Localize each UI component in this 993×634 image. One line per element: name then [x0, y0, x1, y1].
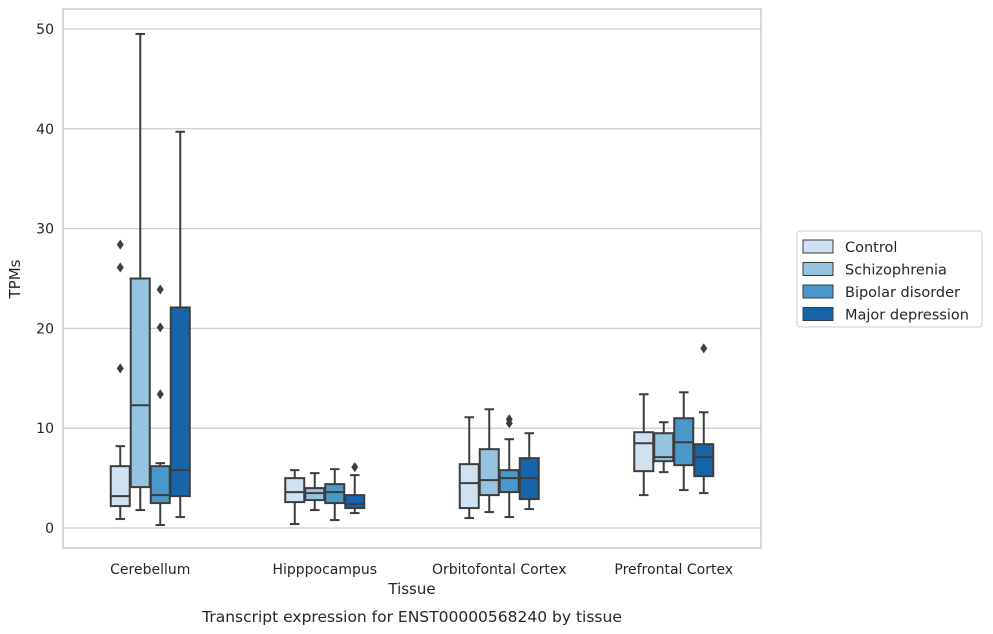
box-bipolar-disorder-1 — [324, 468, 346, 522]
legend-swatch — [802, 284, 834, 299]
y-tick-label: 40 — [36, 122, 54, 138]
box-iqr — [149, 465, 171, 505]
box-iqr — [478, 448, 500, 497]
x-tick-label: Prefrontal Cortex — [614, 562, 733, 578]
box-control-3 — [633, 393, 655, 497]
box-iqr — [169, 306, 191, 498]
outlier-point — [700, 343, 708, 354]
box-schizophrenia-0 — [129, 32, 151, 512]
box-iqr — [129, 277, 151, 489]
legend-label: Bipolar disorder — [845, 285, 960, 301]
outlier-point — [505, 414, 513, 425]
box-iqr — [693, 443, 715, 478]
box-bipolar-disorder-0 — [149, 284, 171, 527]
outlier-point — [116, 239, 124, 250]
box-bipolar-disorder-2 — [498, 414, 520, 519]
box-major-depression-3 — [693, 343, 715, 495]
x-axis-ticks: Cerebellum Hipppocampus Orbitofontal Corte… — [110, 562, 733, 578]
legend-swatch — [802, 239, 834, 254]
legend: Control Schizophrenia Bipolar disorder Majo… — [796, 230, 983, 328]
x-axis-label: Tissue — [387, 580, 435, 598]
box-schizophrenia-2 — [478, 408, 500, 514]
y-tick-label: 10 — [36, 421, 54, 437]
box-iqr — [324, 483, 346, 505]
outlier-point — [351, 462, 359, 473]
box-major-depression-0 — [169, 130, 191, 519]
legend-label: Schizophrenia — [845, 263, 947, 279]
y-tick-label: 0 — [45, 521, 54, 537]
legend-swatch — [802, 262, 834, 276]
box-iqr — [284, 477, 306, 504]
outlier-point — [156, 284, 164, 295]
boxes — [109, 32, 715, 527]
x-tick-label: Orbitofontal Cortex — [432, 562, 567, 578]
outlier-point — [156, 389, 164, 400]
box-control-1 — [284, 469, 306, 526]
outlier-point — [116, 262, 124, 273]
y-tick-label: 50 — [36, 22, 54, 38]
box-iqr — [498, 469, 520, 494]
y-axis-ticks: 0 10 20 30 40 50 — [36, 22, 54, 537]
box-iqr — [109, 465, 131, 508]
box-schizophrenia-1 — [304, 472, 326, 512]
legend-frame — [796, 230, 983, 328]
x-tick-label: Cerebellum — [110, 562, 190, 578]
plot-frame — [62, 8, 762, 549]
y-tick-label: 30 — [36, 222, 54, 238]
legend-swatch — [802, 307, 834, 321]
box-control-2 — [458, 416, 480, 520]
legend-label: Control — [845, 240, 897, 256]
x-tick-label: Hipppocampus — [272, 562, 377, 578]
box-major-depression-2 — [518, 432, 540, 511]
legend-label: Major depression — [845, 308, 969, 324]
box-iqr — [344, 494, 366, 510]
box-major-depression-1 — [344, 462, 366, 515]
box-iqr — [633, 431, 655, 473]
box-control-0 — [109, 239, 131, 521]
y-axis-label: TPMs — [6, 259, 24, 299]
outlier-point — [116, 363, 124, 374]
box-iqr — [458, 463, 480, 510]
box-schizophrenia-3 — [653, 421, 675, 474]
outlier-point — [156, 322, 164, 333]
box-bipolar-disorder-3 — [673, 391, 695, 492]
y-tick-label: 20 — [36, 321, 54, 337]
chart-caption: Transcript expression for ENST0000056824… — [201, 608, 622, 626]
